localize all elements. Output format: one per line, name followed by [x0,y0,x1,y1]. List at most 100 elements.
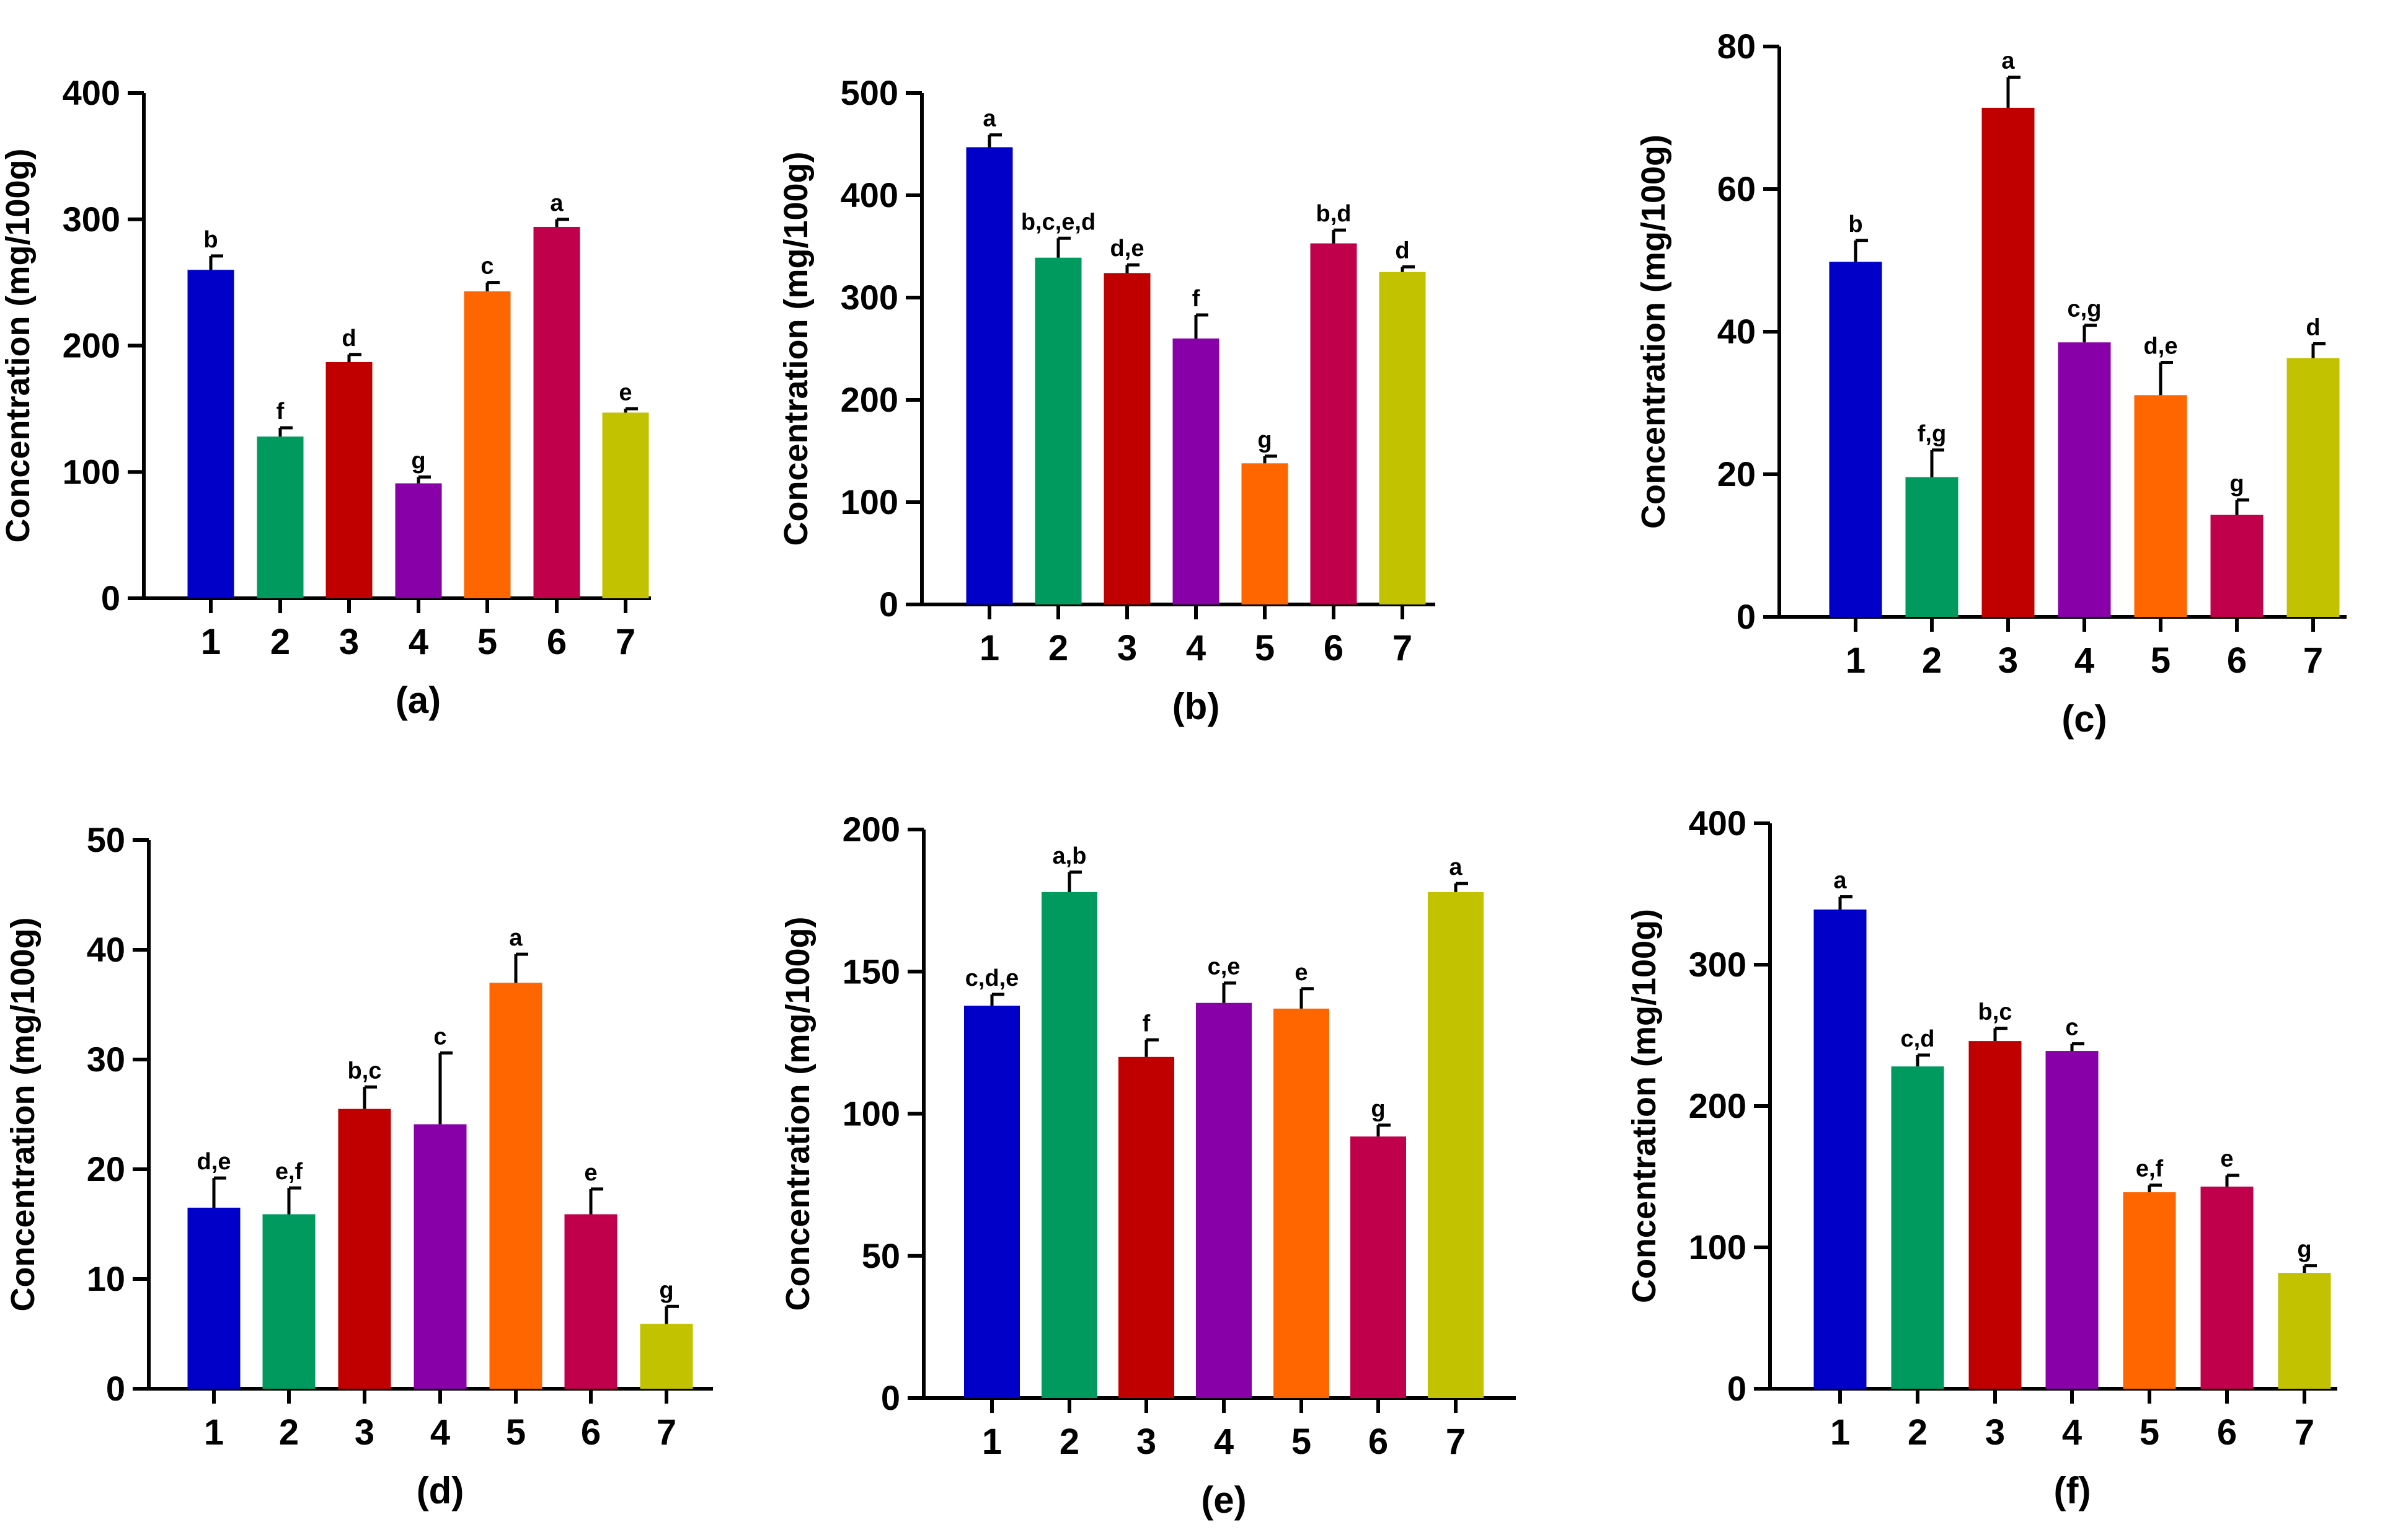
x-tick-label: 2 [1048,628,1068,668]
significance-letter: e [584,1160,597,1186]
y-tick-label: 400 [1689,803,1746,843]
panel-caption: (b) [1172,686,1220,727]
x-tick-label: 6 [2227,640,2247,681]
significance-letter: a [983,106,996,132]
significance-letter: d [2306,315,2320,341]
y-axis-title: Concentration (mg/100g) [777,151,815,546]
x-tick-label: 4 [1186,628,1206,668]
significance-letter: f [1143,1011,1151,1037]
significance-letter: g [1371,1096,1385,1122]
significance-letter: c,g [2068,296,2102,322]
significance-letter: a [1449,854,1463,880]
significance-letter: f,g [1918,421,1946,447]
x-tick-label: 1 [1846,640,1866,681]
bar-1 [964,1006,1020,1398]
x-tick-label: 2 [270,622,290,662]
significance-letter: c,e [1208,954,1241,980]
significance-letter: b [1848,211,1862,237]
bar-7 [640,1324,693,1389]
x-tick-label: 1 [204,1412,224,1453]
bar-5 [489,983,542,1389]
bar-1 [187,1207,241,1389]
y-tick-label: 200 [843,810,900,849]
y-tick-label: 20 [87,1149,125,1188]
x-tick-label: 5 [1255,628,1275,668]
x-tick-label: 3 [1136,1422,1156,1462]
y-tick-label: 0 [101,578,120,617]
y-tick-label: 50 [862,1236,900,1275]
bar-4 [414,1124,467,1389]
x-tick-label: 4 [430,1412,450,1453]
x-tick-label: 4 [2062,1412,2082,1453]
panel-a: 0 100 200 300 400 Concentration (mg/100g) b 1 f 2… [0,73,651,721]
significance-letter: b,c [1978,999,2012,1025]
bar-3 [1981,107,2035,617]
bar-3 [1118,1056,1174,1398]
panel-caption: (d) [417,1470,464,1511]
significance-letter: a [550,190,564,216]
x-tick-label: 5 [2140,1412,2159,1453]
panel-caption: (f) [2054,1470,2091,1511]
bar-3 [338,1109,391,1389]
significance-letter: g [2229,471,2244,497]
bar-2 [1042,892,1097,1398]
bar-4 [2045,1051,2099,1389]
y-tick-label: 300 [841,278,898,317]
y-tick-label: 300 [1689,945,1746,984]
bar-7 [1428,892,1484,1398]
y-axis-title: Concentration (mg/100g) [0,148,37,542]
x-tick-label: 4 [2074,640,2094,681]
y-axis-title: Concentration (mg/100g) [1635,135,1672,529]
significance-letter: d [342,325,356,352]
significance-letter: c [480,254,493,280]
significance-letter: c [2065,1015,2078,1041]
bar-5 [2134,395,2187,617]
y-tick-label: 100 [63,452,120,491]
x-tick-label: 2 [1922,640,1942,681]
y-tick-label: 80 [1717,27,1756,66]
y-tick-label: 40 [87,930,125,969]
y-tick-label: 0 [106,1369,125,1408]
x-tick-label: 6 [1324,628,1343,668]
y-tick-label: 30 [87,1040,125,1079]
y-tick-label: 0 [1727,1369,1746,1408]
y-tick-label: 100 [843,1094,900,1133]
x-tick-label: 7 [2295,1412,2314,1453]
x-tick-label: 6 [2217,1412,2237,1453]
bar-6 [2210,515,2264,617]
x-tick-label: 1 [980,628,999,668]
x-tick-label: 3 [1998,640,2018,681]
bar-6 [2200,1186,2254,1389]
bar-5 [464,291,511,598]
y-tick-label: 200 [841,380,898,419]
x-tick-label: 7 [657,1412,676,1453]
significance-letter: c,d,e [965,965,1019,991]
bar-5 [1273,1008,1329,1398]
y-tick-label: 0 [1737,597,1756,636]
significance-letter: b,d [1316,201,1352,227]
x-tick-label: 4 [1214,1422,1234,1462]
y-tick-label: 50 [87,820,125,859]
significance-letter: d,e [1110,236,1144,262]
significance-letter: a [509,925,523,951]
bar-6 [533,226,580,599]
significance-letter: e,f [2136,1156,2164,1182]
bar-7 [2286,358,2340,617]
y-tick-label: 0 [881,1378,900,1417]
panel-f: 0 100 200 300 400 Concentration (mg/100g) a 1 c,… [1626,803,2337,1511]
x-tick-label: 3 [1985,1412,2005,1453]
significance-letter: d,e [197,1149,231,1175]
y-tick-label: 200 [1689,1086,1746,1125]
bar-2 [1891,1066,1944,1389]
bar-4 [395,483,442,598]
bar-3 [1104,273,1151,604]
x-tick-label: 6 [1368,1422,1388,1462]
significance-letter: f [1192,286,1200,312]
significance-letter: b,c,e,d [1021,209,1095,235]
bar-2 [257,436,304,598]
y-tick-label: 200 [63,326,120,365]
x-tick-label: 2 [1908,1412,1927,1453]
bar-2 [1035,257,1082,604]
y-tick-label: 20 [1717,454,1756,493]
bar-4 [1172,339,1219,604]
